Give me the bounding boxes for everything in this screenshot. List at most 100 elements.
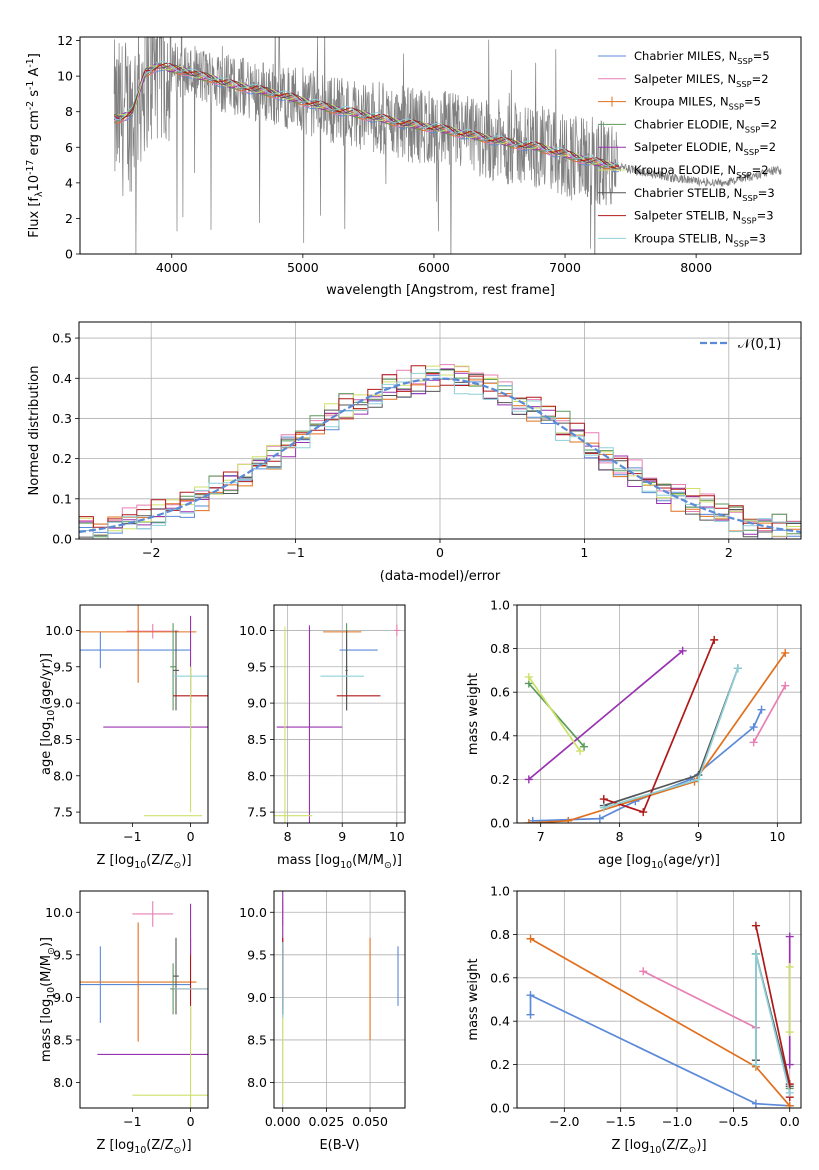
weight-line bbox=[529, 993, 790, 1107]
y-tick-label: 0.8 bbox=[490, 927, 510, 942]
y-tick-label: 0.8 bbox=[490, 641, 510, 656]
panel-mass_vs_Z: −1 0 8.0 8.5 9.0 9.5 10.0 Z [log10(Z/Z⊙)] mass [… bbox=[39, 890, 209, 1156]
weight-marker bbox=[524, 775, 533, 784]
y-tick-label: 7.5 bbox=[53, 805, 73, 820]
x-tick-label: 9 bbox=[338, 829, 346, 844]
x-tick-label: 9 bbox=[694, 829, 702, 844]
weight-line bbox=[528, 676, 581, 752]
x-tick-label: 0.050 bbox=[352, 1114, 388, 1129]
plot-area-weight_vs_Z bbox=[526, 921, 794, 1108]
axes-frame bbox=[79, 890, 209, 1109]
axes-frame bbox=[516, 604, 802, 824]
x-tick-label: 0.025 bbox=[309, 1114, 345, 1129]
weight-marker bbox=[639, 967, 648, 976]
x-tick-label: 4000 bbox=[156, 260, 188, 275]
weight-marker bbox=[781, 681, 790, 690]
y-tick-label: 9.5 bbox=[53, 659, 73, 674]
y-tick-label: 0.4 bbox=[490, 728, 510, 743]
x-axis-label: wavelength [Angstrom, rest frame] bbox=[326, 283, 555, 298]
x-tick-label: 8000 bbox=[680, 260, 712, 275]
model-curve bbox=[113, 63, 619, 170]
y-axis-label: Flux [fλ10-17 erg cm-2 s-1 A-1] bbox=[25, 53, 45, 238]
weight-marker bbox=[524, 672, 533, 681]
y-tick-label: 0.0 bbox=[490, 816, 510, 831]
y-tick-label: 8 bbox=[65, 104, 73, 119]
x-tick-label: −1.0 bbox=[662, 1114, 692, 1129]
x-tick-label: 10 bbox=[389, 829, 405, 844]
y-tick-label: 0.2 bbox=[52, 451, 72, 466]
x-tick-label: 0 bbox=[187, 1114, 195, 1129]
weight-marker bbox=[526, 991, 535, 1000]
residual-histogram bbox=[79, 369, 801, 539]
y-tick-label: 10.0 bbox=[45, 905, 73, 920]
y-tick-label: 7.5 bbox=[247, 805, 267, 820]
x-tick-label: −1 bbox=[123, 829, 141, 844]
y-tick-label: 0.0 bbox=[52, 532, 72, 547]
weight-marker bbox=[694, 775, 703, 784]
y-tick-label: 0 bbox=[65, 247, 73, 262]
x-axis-label: mass [log10(M/M⊙)] bbox=[277, 853, 402, 871]
weight-marker bbox=[639, 808, 648, 817]
x-tick-label: −2 bbox=[142, 545, 160, 560]
legend-label: Salpeter MILES, NSSP=2 bbox=[634, 72, 769, 89]
panel-age_vs_Z: −1 0 7.5 8.0 8.5 9.0 9.5 10.0 Z [log10(Z/Z⊙)] age… bbox=[39, 604, 209, 871]
weight-marker bbox=[733, 664, 742, 673]
legend-label: Chabrier ELODIE, NSSP=2 bbox=[634, 117, 777, 134]
y-tick-label: 9.5 bbox=[53, 947, 73, 962]
y-tick-label: 9.0 bbox=[53, 696, 73, 711]
weight-line bbox=[528, 652, 786, 823]
weight-line bbox=[528, 682, 585, 748]
axes-frame bbox=[79, 604, 209, 824]
panel-weight_vs_Z: −2.0 −1.5 −1.0 −0.5 0.0 0.0 0.2 0.4 0.6 0.8 1.0 Z [… bbox=[466, 884, 802, 1156]
model-curve bbox=[113, 63, 620, 168]
x-axis-label: Z [log10(Z/Z⊙)] bbox=[96, 1138, 191, 1156]
weight-marker bbox=[564, 816, 573, 823]
weight-line bbox=[528, 650, 684, 781]
legend-label: Salpeter ELODIE, NSSP=2 bbox=[634, 140, 776, 157]
y-tick-label: 10.0 bbox=[239, 905, 267, 920]
weight-line bbox=[752, 685, 786, 743]
plot-area-spectrum bbox=[113, 37, 782, 254]
weight-marker bbox=[526, 1010, 535, 1019]
y-tick-label: 8.5 bbox=[247, 1032, 267, 1047]
weight-marker bbox=[785, 1101, 794, 1108]
y-tick-label: 0.2 bbox=[490, 1057, 510, 1072]
y-tick-label: 9.0 bbox=[247, 696, 267, 711]
weight-marker bbox=[751, 1060, 760, 1069]
weight-line bbox=[642, 970, 757, 1029]
legend-label: Chabrier STELIB, NSSP=3 bbox=[634, 186, 775, 203]
weight-marker bbox=[524, 819, 533, 823]
y-tick-label: 2 bbox=[65, 211, 73, 226]
y-tick-label: 10.0 bbox=[239, 623, 267, 638]
legend-label: Kroupa MILES, NSSP=5 bbox=[634, 95, 761, 112]
x-tick-label: 8 bbox=[284, 829, 292, 844]
x-tick-label: −2.0 bbox=[549, 1114, 579, 1129]
weight-marker bbox=[785, 1088, 794, 1097]
x-tick-label: 0.000 bbox=[265, 1114, 301, 1129]
model-curve bbox=[113, 65, 620, 170]
weight-marker bbox=[528, 816, 537, 823]
panel-age_vs_mass: 8 9 10 7.5 8.0 8.5 9.0 9.5 10.0 mass [log10(M/M⊙)… bbox=[239, 604, 406, 871]
weight-marker bbox=[751, 949, 760, 958]
axes-frame bbox=[516, 890, 802, 1109]
y-tick-label: 8.5 bbox=[247, 732, 267, 747]
y-tick-label: 8.5 bbox=[53, 732, 73, 747]
weight-marker bbox=[580, 742, 589, 751]
y-tick-label: 0.4 bbox=[52, 371, 72, 386]
panel-residuals: −2 −1 0 1 2 0.0 0.1 0.2 0.3 0.4 0.5 (data-model)/er… bbox=[27, 321, 802, 584]
x-tick-label: 10 bbox=[769, 829, 785, 844]
x-tick-label: −0.5 bbox=[718, 1114, 748, 1129]
x-axis-label: Z [log10(Z/Z⊙)] bbox=[96, 853, 191, 871]
weight-marker bbox=[751, 921, 760, 930]
weight-marker bbox=[757, 705, 766, 714]
axes-frame bbox=[273, 604, 406, 824]
y-tick-label: 0.2 bbox=[490, 772, 510, 787]
x-axis-label: Z [log10(Z/Z⊙)] bbox=[611, 1138, 706, 1156]
y-tick-label: 0.6 bbox=[490, 685, 510, 700]
y-tick-label: 0.6 bbox=[490, 970, 510, 985]
x-axis-label: (data-model)/error bbox=[380, 569, 501, 584]
y-tick-label: 9.0 bbox=[53, 990, 73, 1005]
y-tick-label: 0.0 bbox=[490, 1101, 510, 1116]
weight-marker bbox=[595, 814, 604, 823]
